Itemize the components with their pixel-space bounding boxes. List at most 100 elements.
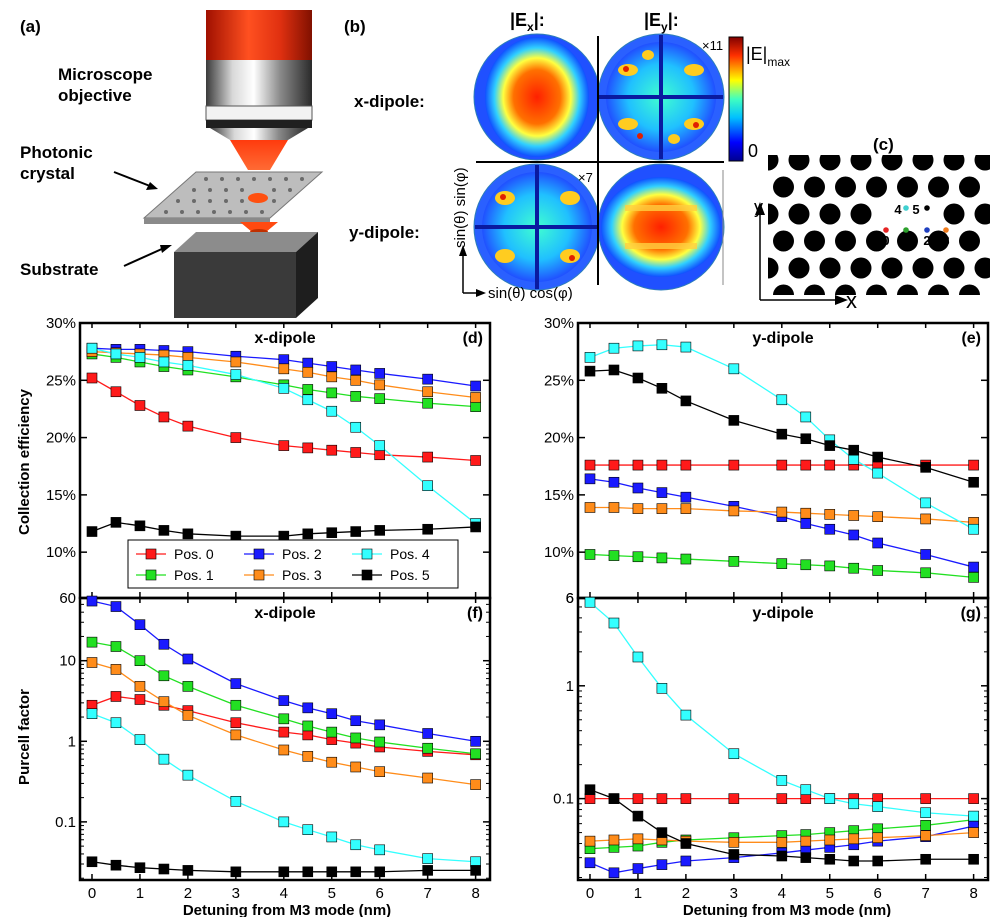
data-point bbox=[278, 363, 290, 375]
data-point bbox=[656, 859, 668, 870]
lattice-hole bbox=[959, 284, 980, 295]
lattice-hole bbox=[866, 176, 887, 198]
data-point bbox=[608, 502, 620, 513]
data-point bbox=[278, 726, 290, 738]
data-point bbox=[374, 866, 386, 878]
lattice-hole bbox=[773, 230, 794, 252]
data-point bbox=[920, 820, 931, 831]
data-point bbox=[848, 798, 860, 810]
data-point bbox=[422, 480, 433, 492]
panel-a-illustration: (a) Microscope objective Photonic crysta… bbox=[20, 10, 324, 318]
data-point bbox=[584, 784, 596, 795]
data-point bbox=[470, 521, 481, 533]
data-point bbox=[182, 710, 194, 721]
data-point bbox=[608, 867, 620, 879]
photonic-crystal-slab-illustration bbox=[142, 171, 324, 219]
ytick-label-e: 25% bbox=[544, 372, 574, 389]
data-point bbox=[230, 369, 242, 380]
farfield-ex-xdipole bbox=[485, 37, 589, 157]
series-d-pos-0 bbox=[86, 372, 481, 466]
data-point bbox=[374, 719, 386, 731]
xtick-label-f: 8 bbox=[471, 885, 479, 902]
legend-box bbox=[127, 539, 459, 589]
data-point bbox=[158, 863, 170, 875]
xtick-label-f: 7 bbox=[423, 885, 431, 902]
data-point bbox=[326, 361, 338, 372]
position-label-1: 1 bbox=[902, 233, 909, 248]
data-point bbox=[278, 713, 290, 725]
lattice-hole bbox=[897, 230, 918, 252]
position-markers: 0 1 2 3 4 5 bbox=[882, 202, 949, 248]
panel-label-d: (d) bbox=[463, 330, 483, 347]
data-point bbox=[656, 683, 668, 694]
data-point bbox=[302, 729, 314, 741]
panel-b-farfield: (b) |Ex|: |Ey|: x-dipole: y-dipole: bbox=[344, 10, 790, 302]
data-point bbox=[824, 793, 836, 804]
data-point bbox=[374, 440, 386, 451]
data-point bbox=[110, 664, 122, 675]
lattice-hole bbox=[773, 284, 794, 295]
data-point bbox=[968, 853, 979, 865]
data-point bbox=[656, 339, 668, 351]
ytick-label-d: 20% bbox=[46, 430, 76, 447]
legend-marker bbox=[253, 548, 265, 560]
colorbar bbox=[728, 36, 744, 162]
data-point bbox=[680, 459, 692, 471]
xtick-label-g: 7 bbox=[921, 885, 929, 902]
data-point bbox=[158, 411, 170, 423]
data-point bbox=[968, 572, 979, 583]
data-point bbox=[326, 405, 338, 417]
data-point bbox=[776, 558, 788, 569]
data-point bbox=[350, 374, 362, 386]
series-f-pos-5 bbox=[86, 856, 481, 878]
lattice-hole bbox=[928, 176, 949, 198]
xtick-label-g: 6 bbox=[874, 885, 882, 902]
data-point bbox=[470, 455, 481, 466]
ytick-label-e: 10% bbox=[544, 544, 574, 561]
data-point bbox=[584, 793, 596, 804]
data-point bbox=[824, 459, 836, 471]
data-point bbox=[776, 793, 788, 804]
data-point bbox=[800, 852, 812, 863]
data-point bbox=[374, 368, 386, 379]
series-e-pos-1 bbox=[584, 549, 979, 583]
data-point bbox=[110, 348, 122, 360]
lattice-hole bbox=[974, 203, 990, 225]
data-point bbox=[86, 526, 98, 537]
data-point bbox=[584, 596, 596, 608]
data-point bbox=[374, 525, 386, 536]
data-point bbox=[158, 638, 170, 650]
crystal-label-line2: crystal bbox=[20, 164, 75, 183]
data-point bbox=[824, 853, 836, 865]
data-point bbox=[800, 784, 812, 795]
xtick-label-g: 8 bbox=[969, 885, 977, 902]
position-label-4: 4 bbox=[894, 202, 902, 217]
data-point bbox=[350, 421, 362, 433]
data-point bbox=[800, 459, 812, 471]
data-point bbox=[632, 482, 644, 494]
data-point bbox=[920, 462, 931, 473]
ytick-label-g: 6 bbox=[566, 590, 574, 607]
lattice-hole bbox=[768, 257, 779, 279]
data-point bbox=[158, 670, 170, 682]
legend-entry: Pos. 3 bbox=[244, 567, 322, 583]
series-d-pos-5 bbox=[86, 517, 481, 542]
lattice-hole bbox=[959, 176, 980, 198]
chart-g: 0 1 2 3 4 5 6 7 8 0.1 1 6 y-dipole (g) bbox=[553, 590, 990, 902]
data-point bbox=[134, 352, 146, 363]
data-point bbox=[230, 432, 242, 443]
lattice-hole bbox=[928, 284, 949, 295]
position-dot-1 bbox=[903, 227, 909, 233]
data-point bbox=[728, 849, 740, 860]
panel-label-g: (g) bbox=[961, 605, 981, 622]
data-point bbox=[848, 510, 860, 521]
data-point bbox=[350, 866, 362, 878]
data-point bbox=[920, 513, 931, 525]
data-point bbox=[656, 459, 668, 471]
lattice-hole bbox=[990, 231, 996, 252]
data-point bbox=[134, 655, 146, 667]
series-e-pos-0 bbox=[584, 459, 979, 471]
data-point bbox=[728, 363, 740, 375]
position-dot-3 bbox=[943, 227, 949, 233]
